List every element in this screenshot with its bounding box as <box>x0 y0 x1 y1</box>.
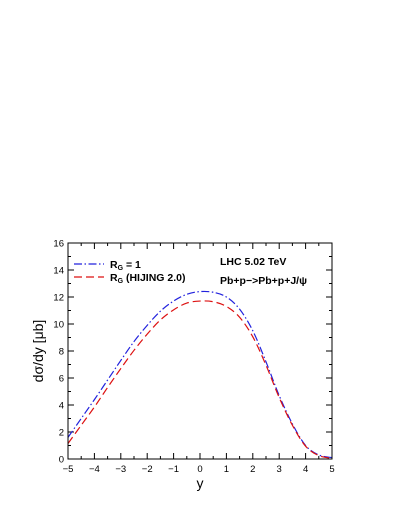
y-tick-label: 6 <box>59 374 64 385</box>
y-tick-label: 4 <box>59 401 64 412</box>
series-line-0 <box>67 290 333 459</box>
y-tick-label: 14 <box>53 266 64 277</box>
series-line-1 <box>67 300 333 459</box>
x-tick-label: 5 <box>329 464 334 475</box>
plot-frame <box>67 242 333 460</box>
x-tick-label: 4 <box>303 464 308 475</box>
y-tick-label: 0 <box>59 455 64 466</box>
x-tick-label: 1 <box>224 464 229 475</box>
legend: RG = 1RG (HIJING 2.0) <box>74 259 185 285</box>
series-lines <box>67 290 333 459</box>
y-tick-label: 10 <box>53 320 64 331</box>
x-tick-label: 3 <box>277 464 282 475</box>
y-tick-label: 16 <box>53 239 64 250</box>
x-tick-label: −3 <box>115 464 126 475</box>
x-tick-label: 0 <box>197 464 202 475</box>
y-tick-label: 8 <box>59 347 64 358</box>
x-tick-label: −4 <box>89 464 100 475</box>
x-tick-label: −1 <box>168 464 179 475</box>
y-tick-label: 2 <box>59 428 64 439</box>
x-tick-label: 2 <box>250 464 255 475</box>
x-axis-title: y <box>197 475 204 491</box>
y-tick-label: 12 <box>53 293 64 304</box>
annotation-energy: LHC 5.02 TeV <box>220 256 286 268</box>
legend-label-0: RG = 1 <box>110 259 141 272</box>
y-axis-title: dσ/dy [μb] <box>30 320 46 383</box>
x-tick-label: −5 <box>63 464 74 475</box>
legend-label-1: RG (HIJING 2.0) <box>110 272 185 285</box>
annotation-process: Pb+p−>Pb+p+J/ψ <box>220 275 307 287</box>
x-tick-label: −2 <box>142 464 153 475</box>
